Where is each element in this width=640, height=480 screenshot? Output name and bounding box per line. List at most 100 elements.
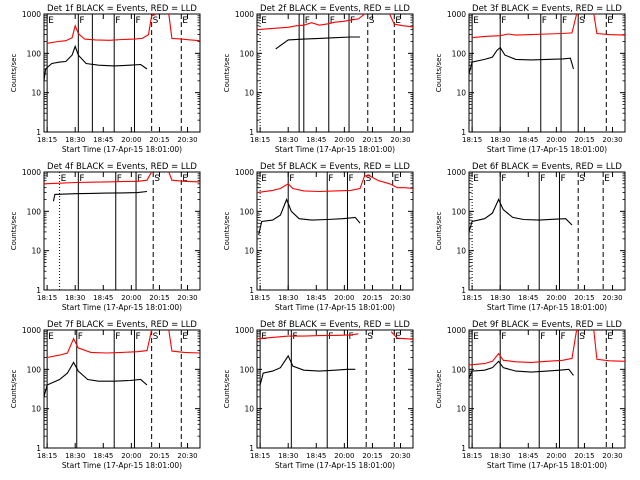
marker-label: E	[182, 174, 188, 184]
series-lld-line	[168, 329, 201, 354]
x-axis-label: Start Time (17-Apr-15 18:01:00)	[275, 303, 395, 312]
marker-label: E	[48, 332, 54, 342]
marker-label: F	[540, 332, 545, 342]
plot-frame	[43, 171, 201, 291]
marker-label: S	[366, 174, 372, 184]
x-tick-label: 18:45	[93, 452, 113, 460]
x-tick-label: 20:30	[390, 136, 410, 144]
marker-label: E	[261, 16, 267, 26]
marker-label: F	[328, 332, 333, 342]
y-tick-label: 1000	[22, 326, 41, 335]
plot-frame	[468, 329, 626, 449]
x-tick-label: 18:45	[306, 136, 326, 144]
marker-label: E	[261, 174, 267, 184]
marker-label: E	[607, 332, 613, 342]
panel-title: Det 6f BLACK = Events, RED = LLD	[472, 162, 622, 172]
y-tick-label: 1000	[235, 326, 254, 335]
marker-label: F	[501, 174, 506, 184]
panel-8: Det 8f BLACK = Events, RED = LLD 1 10 100 10…	[223, 320, 414, 470]
marker-label: S	[367, 332, 373, 342]
x-tick-label: 18:15	[462, 294, 482, 302]
x-tick-label: 20:15	[574, 294, 594, 302]
x-tick-label: 20:15	[362, 136, 382, 144]
x-tick-label: 18:30	[490, 136, 510, 144]
y-axis-label: Counts/sec	[10, 212, 18, 251]
series-lld-line	[472, 13, 578, 39]
x-tick-label: 18:15	[250, 294, 270, 302]
series-lld-line	[390, 331, 414, 340]
marker-label: F	[330, 16, 335, 26]
panel-title: Det 3f BLACK = Events, RED = LLD	[472, 4, 622, 14]
x-axis-label: Start Time (17-Apr-15 18:01:00)	[487, 303, 607, 312]
plot-frame	[468, 13, 626, 133]
x-tick-label: 18:45	[518, 294, 538, 302]
panel-title: Det 9f BLACK = Events, RED = LLD	[472, 320, 622, 330]
x-axis-label: Start Time (17-Apr-15 18:01:00)	[487, 145, 607, 154]
y-tick-label: 1	[461, 128, 466, 137]
series-events-line	[275, 36, 360, 50]
marker-label: F	[348, 174, 353, 184]
marker-label: E	[473, 332, 479, 342]
x-tick-label: 20:15	[362, 452, 382, 460]
plot-frame	[256, 171, 414, 291]
panel-title: Det 2f BLACK = Events, RED = LLD	[260, 4, 410, 14]
x-tick-label: 20:15	[362, 294, 382, 302]
y-tick-label: 1000	[235, 10, 254, 19]
marker-label: F	[135, 332, 140, 342]
plot-frame	[43, 13, 201, 133]
y-tick-label: 10	[244, 89, 254, 98]
x-tick-label: 18:30	[278, 452, 298, 460]
x-axis-label: Start Time (17-Apr-15 18:01:00)	[275, 461, 395, 470]
x-tick-label: 20:00	[121, 136, 141, 144]
y-axis-label: Counts/sec	[435, 212, 443, 251]
series-events-line	[259, 354, 356, 386]
x-tick-label: 20:00	[121, 294, 141, 302]
marker-label: E	[604, 174, 610, 184]
x-tick-label: 18:30	[490, 452, 510, 460]
y-axis-label: Counts/sec	[223, 54, 231, 93]
y-tick-label: 100	[452, 49, 467, 58]
x-tick-label: 20:30	[602, 136, 622, 144]
plot-frame	[43, 329, 201, 449]
x-axis-label: Start Time (17-Apr-15 18:01:00)	[62, 145, 182, 154]
marker-label: F	[79, 16, 84, 26]
marker-label: E	[473, 16, 479, 26]
marker-label: F	[501, 332, 506, 342]
marker-label: F	[348, 332, 353, 342]
y-axis-label: Counts/sec	[223, 370, 231, 409]
panel-6: Det 6f BLACK = Events, RED = LLD 1 10 100 10…	[435, 162, 626, 312]
x-tick-label: 18:30	[65, 136, 85, 144]
y-tick-label: 1	[36, 128, 41, 137]
y-tick-label: 1000	[235, 168, 254, 177]
x-tick-label: 20:30	[177, 452, 197, 460]
x-tick-label: 18:45	[306, 452, 326, 460]
panel-3: Det 3f BLACK = Events, RED = LLD 1 10 100 10…	[435, 4, 626, 154]
y-tick-label: 1000	[22, 10, 41, 19]
y-axis-label: Counts/sec	[223, 212, 231, 251]
marker-label: S	[579, 332, 585, 342]
y-axis-label: Counts/sec	[10, 370, 18, 409]
panel-9: Det 9f BLACK = Events, RED = LLD 1 10 100 10…	[435, 320, 626, 470]
panel-title: Det 7f BLACK = Events, RED = LLD	[47, 320, 197, 330]
marker-label: S	[153, 332, 159, 342]
series-lld-line	[256, 333, 359, 340]
y-tick-label: 1	[461, 444, 466, 453]
x-tick-label: 18:45	[93, 294, 113, 302]
marker-label: E	[607, 16, 613, 26]
marker-label: E	[182, 332, 188, 342]
x-tick-label: 18:30	[65, 452, 85, 460]
panel-4: Det 4f BLACK = Events, RED = LLD 1 10 100 10…	[10, 162, 201, 312]
marker-label: F	[115, 16, 120, 26]
x-tick-label: 18:15	[37, 294, 57, 302]
x-tick-label: 20:00	[334, 294, 354, 302]
y-axis-label: Counts/sec	[435, 370, 443, 409]
marker-label: S	[153, 16, 159, 26]
panel-5: Det 5f BLACK = Events, RED = LLD 1 10 100 10…	[223, 162, 414, 312]
y-tick-label: 10	[31, 247, 41, 256]
x-tick-label: 20:30	[602, 294, 622, 302]
y-tick-label: 1000	[22, 168, 41, 177]
y-tick-label: 100	[452, 207, 467, 216]
y-tick-label: 100	[27, 49, 42, 58]
marker-label: S	[369, 16, 375, 26]
series-lld-line	[46, 329, 153, 359]
